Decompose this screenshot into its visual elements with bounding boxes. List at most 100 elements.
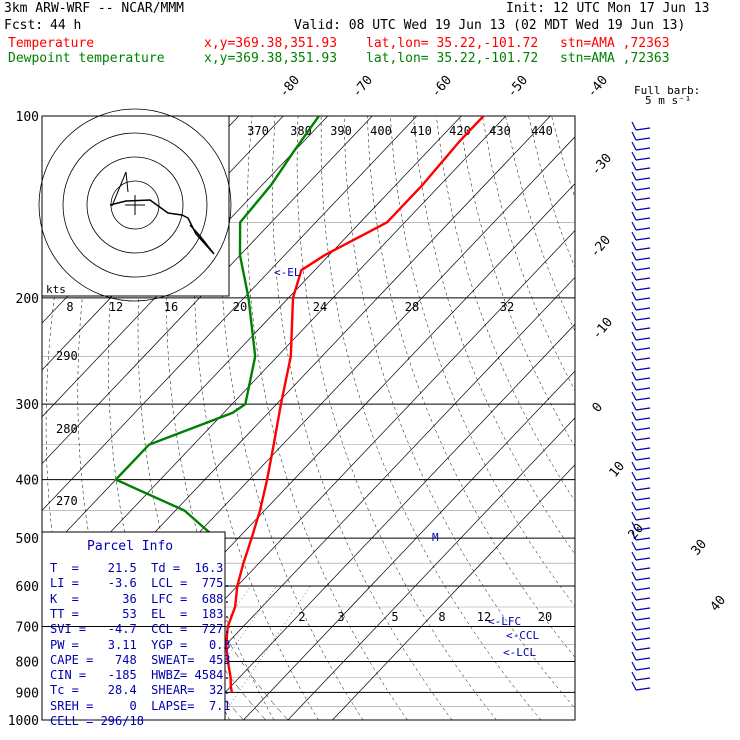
wind-barb [635,297,651,301]
isotherm-label: 30 [689,537,711,559]
wind-barb-flag [631,441,637,451]
wind-barb [635,267,651,271]
wind-barb-flag [631,471,637,481]
wind-barb [635,337,651,341]
wind-barb [635,647,651,651]
dry-adiabat [366,116,575,658]
wind-barb [635,657,651,661]
wind-barb-flag [631,631,637,641]
isotherm-label: -70 [350,73,377,101]
mixing-ratio-label: 12 [477,610,491,624]
wind-barb-flag [631,671,637,681]
dry-adiabat [574,116,575,119]
wind-barb [635,347,651,351]
wind-barb-flag [631,171,637,181]
parcel-info-row: TT = 53 EL = 183. [50,606,231,621]
mixing-ratio-label: 20 [538,610,552,624]
wind-barb [635,547,651,551]
hodograph-ring [62,132,208,278]
wind-barb [635,527,651,531]
wind-barb-flag [631,291,637,301]
wind-barb-flag [631,141,637,151]
dry-adiabat [193,116,319,720]
mixing-ratio-line [219,585,311,720]
wind-barb-flag [631,601,637,611]
wind-barb-flag [631,271,637,281]
wind-barb [635,627,651,631]
parcel-info-row: SVI = -4.7 CCL = 727. [50,622,231,637]
wind-barb [635,127,651,131]
wind-barb-flag [631,581,637,591]
dry-adiabat [343,116,575,709]
hodograph-ring-label: 16 [164,300,178,314]
parcel-info-row: CAPE = 748 SWEAT= 453 [50,652,231,667]
dry-adiabat [246,116,408,720]
wind-barb-flag [631,431,637,441]
wind-barb-flag [631,491,637,501]
theta-label: 440 [531,124,553,138]
wind-barb-flag [631,351,637,361]
hodograph [38,108,232,302]
wind-barb [635,327,651,331]
wind-barb [635,577,651,581]
wind-barb-flag [631,501,637,511]
isotherm-line [198,323,575,720]
wind-barb [635,277,651,281]
pressure-tick-label: 800 [16,655,39,670]
wind-barb-flag [631,661,637,671]
pressure-tick-label: 1000 [8,714,39,729]
wind-barb [635,167,651,171]
dry-adiabat [459,116,575,448]
pressure-tick-label: 700 [16,620,39,635]
plot-frame [41,115,576,721]
isotherm-label: -60 [429,73,456,101]
wind-barb-flag [631,561,637,571]
isotherm-label: 10 [607,459,629,481]
wind-barb [635,637,651,641]
wind-barb [635,357,651,361]
wind-barb [635,177,651,181]
wind-barb [635,317,651,321]
pressure-tick-label: 900 [16,686,39,701]
dry-adiabat [505,116,575,332]
hodograph-trace-upper [111,171,129,207]
hodograph-ring [38,108,232,302]
theta-label: 390 [330,124,352,138]
dry-adiabat [220,116,364,720]
wind-barb-flag [631,621,637,631]
theta-label: 400 [370,124,392,138]
forecast-hour: 44 h [50,18,82,33]
wind-barb [635,237,651,241]
wind-barb [635,447,651,451]
wind-barb-flag [631,281,637,291]
parcel-info-row: CELL = 296/18 [50,714,144,728]
hodograph-ring-label: 32 [500,300,514,314]
wind-barb [635,387,651,391]
isotherm-line [332,464,575,720]
parcel-info-row: PW = 3.11 YGP = 0.3 [50,637,231,652]
wind-barb [635,477,651,481]
wind-barb-flag [631,191,637,201]
dry-adiabat [436,116,575,502]
wind-barb [635,257,651,261]
isotherm-label: -10 [590,315,617,343]
theta-label: 370 [247,124,269,138]
wind-barb-flag [631,211,637,221]
wind-barb [635,617,651,621]
wind-barb [635,397,651,401]
wind-barb-flag [631,461,637,471]
wind-barb-flag [631,341,637,351]
mixing-ratio-label: 2 [298,610,305,624]
wind-barb [635,487,651,491]
wind-barb [635,597,651,601]
pressure-tick-label: 400 [16,474,39,489]
wind-barb-flag [631,241,637,251]
theta-label: 420 [449,124,471,138]
wind-barb-flag [631,371,637,381]
wind-barb-flag [631,151,637,161]
parcel-info-row: Tc = 28.4 SHEAR= 32. [50,683,231,698]
wind-barb [635,187,651,191]
wind-barb-flag [631,651,637,661]
wind-barb [635,677,651,681]
